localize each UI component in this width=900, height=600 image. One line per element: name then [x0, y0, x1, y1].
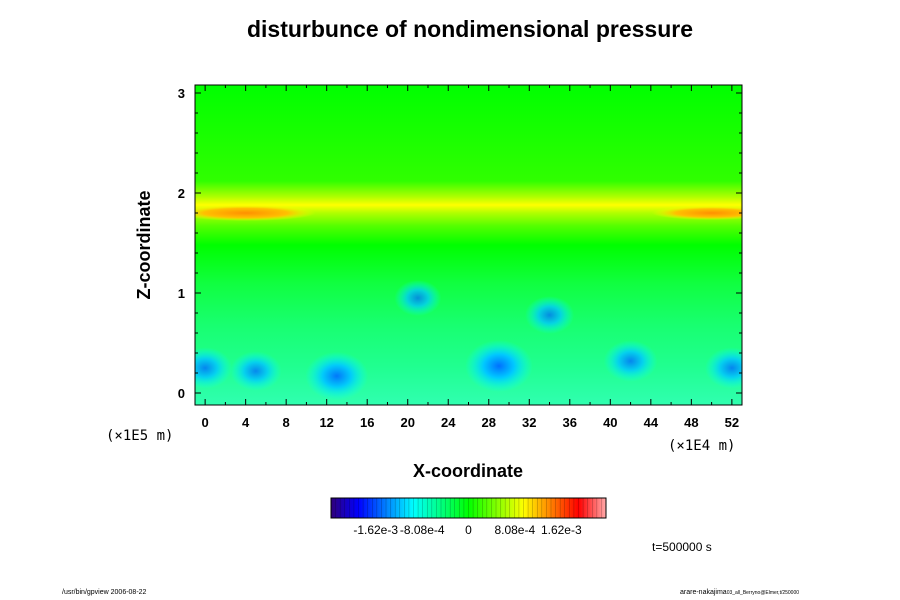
x-tick-label: 8 [283, 415, 290, 430]
pressure-minimum-5 [524, 296, 575, 334]
y-tick-label: 3 [178, 86, 185, 101]
y-tick-label: 0 [178, 386, 185, 401]
x-tick-label: 20 [400, 415, 414, 430]
x-tick-label: 40 [603, 415, 617, 430]
pressure-minimum-4 [465, 340, 533, 392]
field-layer [195, 205, 742, 401]
footer-run-info: 03_all_Berryno@Elmer,t/250000 [726, 590, 800, 596]
pressure-minimum-7 [705, 347, 742, 389]
band-max-left [195, 205, 316, 221]
colorbar-tick-label: 8.08e-4 [494, 523, 535, 537]
pressure-minimum-0 [195, 347, 232, 389]
x-unit-label: (×1E4 m) [668, 438, 735, 454]
pressure-minimum-2 [305, 351, 369, 401]
x-tick-label: 4 [242, 415, 250, 430]
y-axis-label: Z-coordinate [134, 190, 154, 299]
colorbar-divisions [335, 498, 602, 518]
plot-area [195, 85, 742, 405]
band-max-right [651, 206, 742, 220]
colorbar-tick-label: -8.08e-4 [400, 523, 445, 537]
x-tick-label: 44 [644, 415, 659, 430]
x-tick-label: 36 [563, 415, 577, 430]
x-tick-label: 52 [725, 415, 739, 430]
pressure-minimum-1 [230, 351, 282, 391]
x-tick-label: 16 [360, 415, 374, 430]
colorbar-tick-label: 0 [465, 523, 472, 537]
y-tick-label: 1 [178, 286, 185, 301]
colorbar-tick-label: -1.62e-3 [353, 523, 398, 537]
colorbar-tick-label: 1.62e-3 [541, 523, 582, 537]
x-tick-label: 12 [319, 415, 333, 430]
x-tick-label: 28 [482, 415, 496, 430]
y-tick-label: 2 [178, 186, 185, 201]
chart-title: disturbunce of nondimensional pressure [246, 16, 693, 42]
axis-ticks [195, 85, 742, 405]
x-tick-label: 48 [684, 415, 698, 430]
x-tick-label: 0 [202, 415, 209, 430]
footer-author: arare-nakajima [680, 589, 727, 596]
footer-author-info: arare-nakajima03_all_Berryno@Elmer,t/250… [680, 589, 799, 596]
footer-program-info: /usr/bin/gpview 2006-08-22 [62, 589, 147, 596]
y-unit-label: (×1E5 m) [106, 428, 173, 444]
pressure-minimum-6 [603, 340, 658, 382]
colorbar-tick-labels: -1.62e-3 -8.08e-4 0 8.08e-4 1.62e-3 [353, 523, 582, 537]
x-tick-label: 24 [441, 415, 456, 430]
x-axis-label: X-coordinate [413, 461, 523, 481]
colorbar [330, 497, 607, 519]
time-label: t=500000 s [652, 540, 712, 554]
x-tick-label: 32 [522, 415, 536, 430]
pressure-minimum-3 [394, 280, 442, 316]
